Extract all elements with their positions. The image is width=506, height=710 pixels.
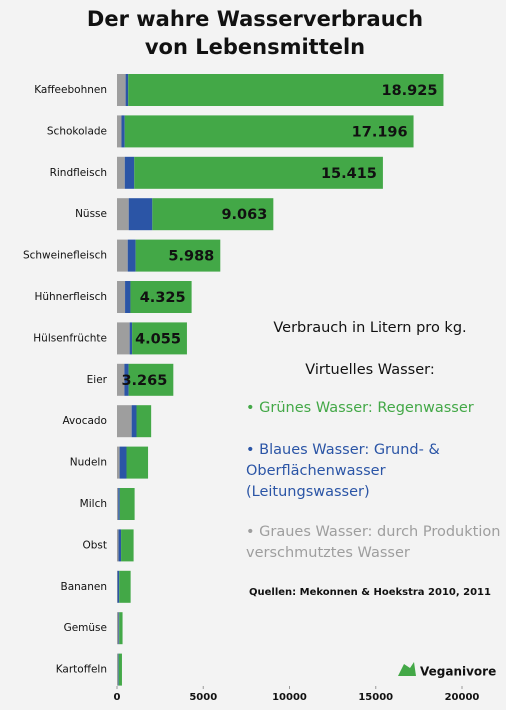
- bar-segment: [127, 239, 136, 272]
- bar-segment: [152, 198, 274, 231]
- bar-segment: [131, 405, 137, 438]
- total-label: 17.196: [352, 124, 408, 140]
- y-tick-label: Nudeln: [70, 457, 107, 469]
- bar-segment: [117, 115, 122, 148]
- total-label: 3.265: [121, 373, 167, 389]
- bar-segment: [117, 363, 125, 396]
- bar-segment: [117, 281, 126, 313]
- legend-entry: • Graues Wasser: durch Produktion versch…: [246, 524, 501, 561]
- total-label: 5.988: [168, 249, 214, 265]
- bar-segment: [118, 612, 120, 645]
- brand: Veganivore: [420, 665, 496, 679]
- bar-segment: [119, 446, 127, 479]
- bar-segment: [132, 322, 187, 355]
- bar-segment: [119, 570, 131, 603]
- subtitle: Verbrauch in Litern pro kg.: [273, 320, 466, 336]
- y-tick-label: Nüsse: [75, 208, 107, 220]
- x-tick-label: 20000: [445, 692, 480, 703]
- chart-title: von Lebensmitteln: [145, 35, 365, 59]
- bar-segment: [128, 198, 153, 231]
- bar-segment: [124, 363, 129, 396]
- total-label: 18.925: [381, 83, 437, 99]
- bar-segment: [128, 363, 174, 396]
- y-tick-label: Obst: [82, 539, 107, 551]
- bar-segment: [119, 612, 123, 645]
- y-tick-label: Avocado: [62, 415, 107, 427]
- y-tick-label: Schweinefleisch: [23, 250, 107, 262]
- bar-segment: [125, 74, 129, 106]
- bar-segment: [121, 115, 125, 148]
- bar-segment: [117, 570, 120, 603]
- bar-segment: [135, 239, 221, 272]
- bar-segment: [117, 198, 129, 231]
- bar-segment: [117, 156, 125, 189]
- y-tick-label: Schokolade: [47, 125, 107, 137]
- x-tick-label: 10000: [272, 692, 307, 703]
- x-tick-label: 15000: [358, 692, 393, 703]
- legend-entry: • Grünes Wasser: Regenwasser: [246, 400, 474, 416]
- bar-segment: [117, 446, 120, 479]
- bar-segment: [124, 156, 135, 189]
- bar-segment: [121, 529, 134, 562]
- bar-segment: [117, 405, 132, 438]
- bar-segment: [117, 322, 130, 355]
- y-tick-label: Bananen: [61, 581, 108, 593]
- bar-segment: [118, 529, 122, 562]
- bar-segment: [117, 488, 119, 520]
- total-label: 9.063: [221, 207, 267, 223]
- bar-segment: [118, 653, 119, 686]
- bar-segment: [119, 488, 135, 520]
- bar-segment: [117, 529, 119, 562]
- x-tick-label: 0: [114, 692, 121, 703]
- total-label: 15.415: [321, 166, 377, 182]
- bar-segment: [125, 281, 131, 313]
- bar-segment: [134, 156, 383, 189]
- y-tick-label: Hülsenfrüchte: [33, 332, 107, 344]
- bar-segment: [124, 115, 414, 148]
- bar-segment: [136, 405, 152, 438]
- total-label: 4.325: [140, 290, 186, 306]
- y-tick-label: Kartoffeln: [56, 664, 107, 676]
- bar-segment: [130, 281, 192, 313]
- bar-segment: [117, 239, 128, 272]
- bar-segment: [118, 488, 120, 520]
- bar-segment: [129, 322, 133, 355]
- y-tick-label: Gemüse: [64, 622, 107, 634]
- brand-logo: [398, 662, 416, 676]
- chart-title: Der wahre Wasserverbrauch: [87, 7, 423, 31]
- bar-segment: [117, 653, 119, 686]
- bar-segment: [117, 612, 119, 645]
- total-label: 4.055: [135, 331, 181, 347]
- y-tick-label: Rindfleisch: [50, 167, 107, 179]
- bar-segment: [118, 653, 122, 686]
- legend-title: Virtuelles Wasser:: [305, 362, 434, 378]
- bar-segment: [117, 74, 126, 106]
- y-tick-label: Kaffeebohnen: [34, 84, 107, 96]
- bar-segment: [126, 446, 149, 479]
- y-tick-label: Milch: [80, 498, 107, 510]
- legend-entry: • Blaues Wasser: Grund- & Oberflächenwas…: [246, 442, 440, 500]
- bar-segment: [128, 74, 444, 106]
- source: Quellen: Mekonnen & Hoekstra 2010, 2011: [249, 587, 491, 598]
- x-tick-label: 5000: [189, 692, 217, 703]
- y-tick-label: Eier: [87, 374, 108, 386]
- y-tick-label: Hühnerfleisch: [34, 291, 107, 303]
- bar-segment: [117, 570, 118, 603]
